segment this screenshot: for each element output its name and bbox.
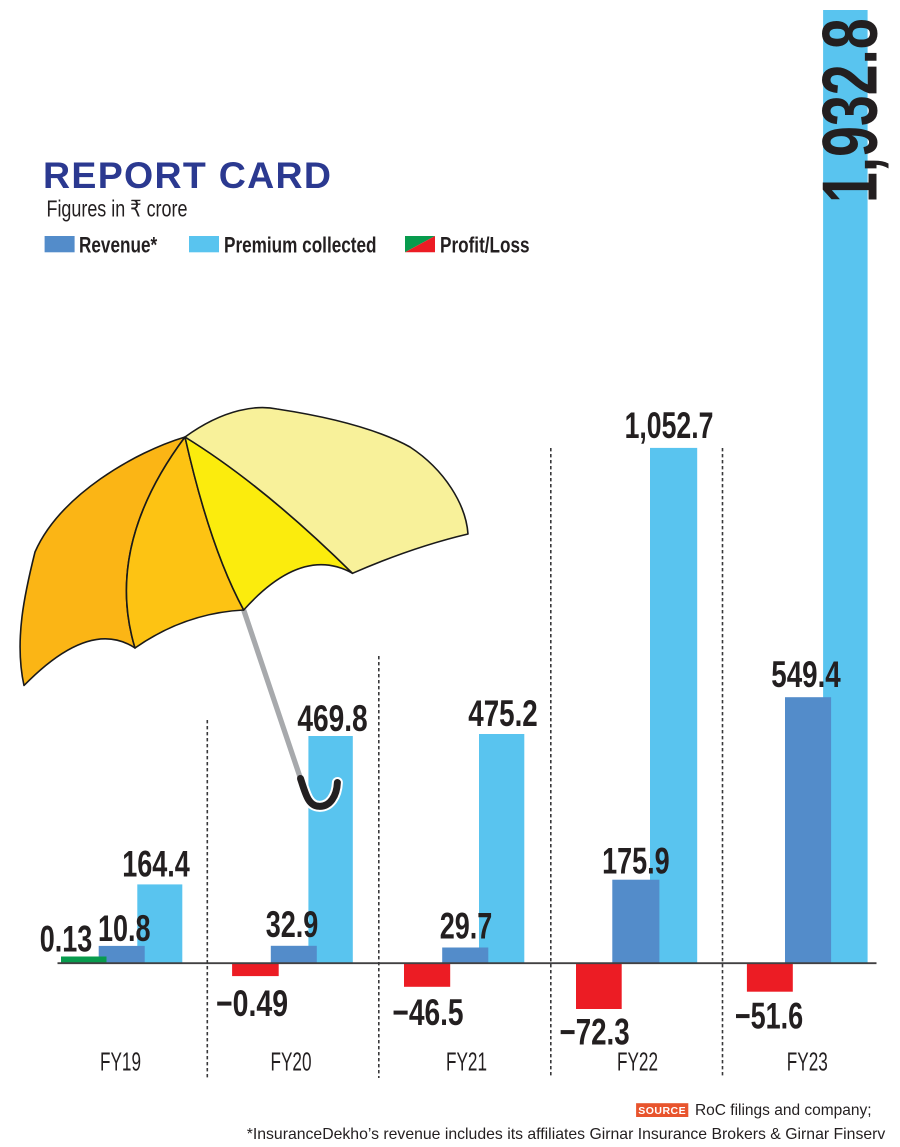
svg-text:32.9: 32.9 bbox=[266, 904, 319, 945]
svg-text:−0.49: −0.49 bbox=[216, 983, 288, 1024]
svg-text:*InsuranceDekho’s revenue incl: *InsuranceDekho’s revenue includes its a… bbox=[247, 1126, 886, 1143]
svg-text:469.8: 469.8 bbox=[297, 697, 367, 739]
svg-text:Profit/Loss: Profit/Loss bbox=[440, 234, 530, 259]
svg-text:475.2: 475.2 bbox=[468, 692, 537, 734]
svg-text:1,052.7: 1,052.7 bbox=[625, 405, 714, 446]
svg-text:0.13: 0.13 bbox=[40, 918, 93, 959]
svg-text:164.4: 164.4 bbox=[122, 844, 190, 885]
svg-text:−46.5: −46.5 bbox=[392, 991, 463, 1033]
svg-text:Revenue*: Revenue* bbox=[79, 234, 157, 259]
svg-text:SOURCE: SOURCE bbox=[638, 1105, 686, 1117]
svg-text:RoC filings and company;: RoC filings and company; bbox=[695, 1102, 872, 1119]
svg-text:REPORT CARD: REPORT CARD bbox=[43, 154, 332, 196]
svg-text:1,932.8: 1,932.8 bbox=[807, 18, 893, 203]
svg-text:10.8: 10.8 bbox=[98, 908, 151, 949]
svg-text:175.9: 175.9 bbox=[602, 840, 670, 881]
svg-text:29.7: 29.7 bbox=[440, 905, 493, 946]
svg-text:Premium collected: Premium collected bbox=[224, 234, 377, 259]
svg-text:−51.6: −51.6 bbox=[735, 995, 803, 1036]
svg-text:FY20: FY20 bbox=[271, 1047, 312, 1077]
svg-text:FY23: FY23 bbox=[787, 1047, 828, 1077]
svg-text:FY19: FY19 bbox=[100, 1047, 141, 1077]
svg-text:FY21: FY21 bbox=[446, 1047, 487, 1077]
svg-text:−72.3: −72.3 bbox=[560, 1010, 630, 1052]
svg-text:549.4: 549.4 bbox=[771, 653, 840, 695]
svg-text:FY22: FY22 bbox=[617, 1047, 658, 1077]
svg-text:Figures in ₹ crore: Figures in ₹ crore bbox=[47, 196, 188, 222]
